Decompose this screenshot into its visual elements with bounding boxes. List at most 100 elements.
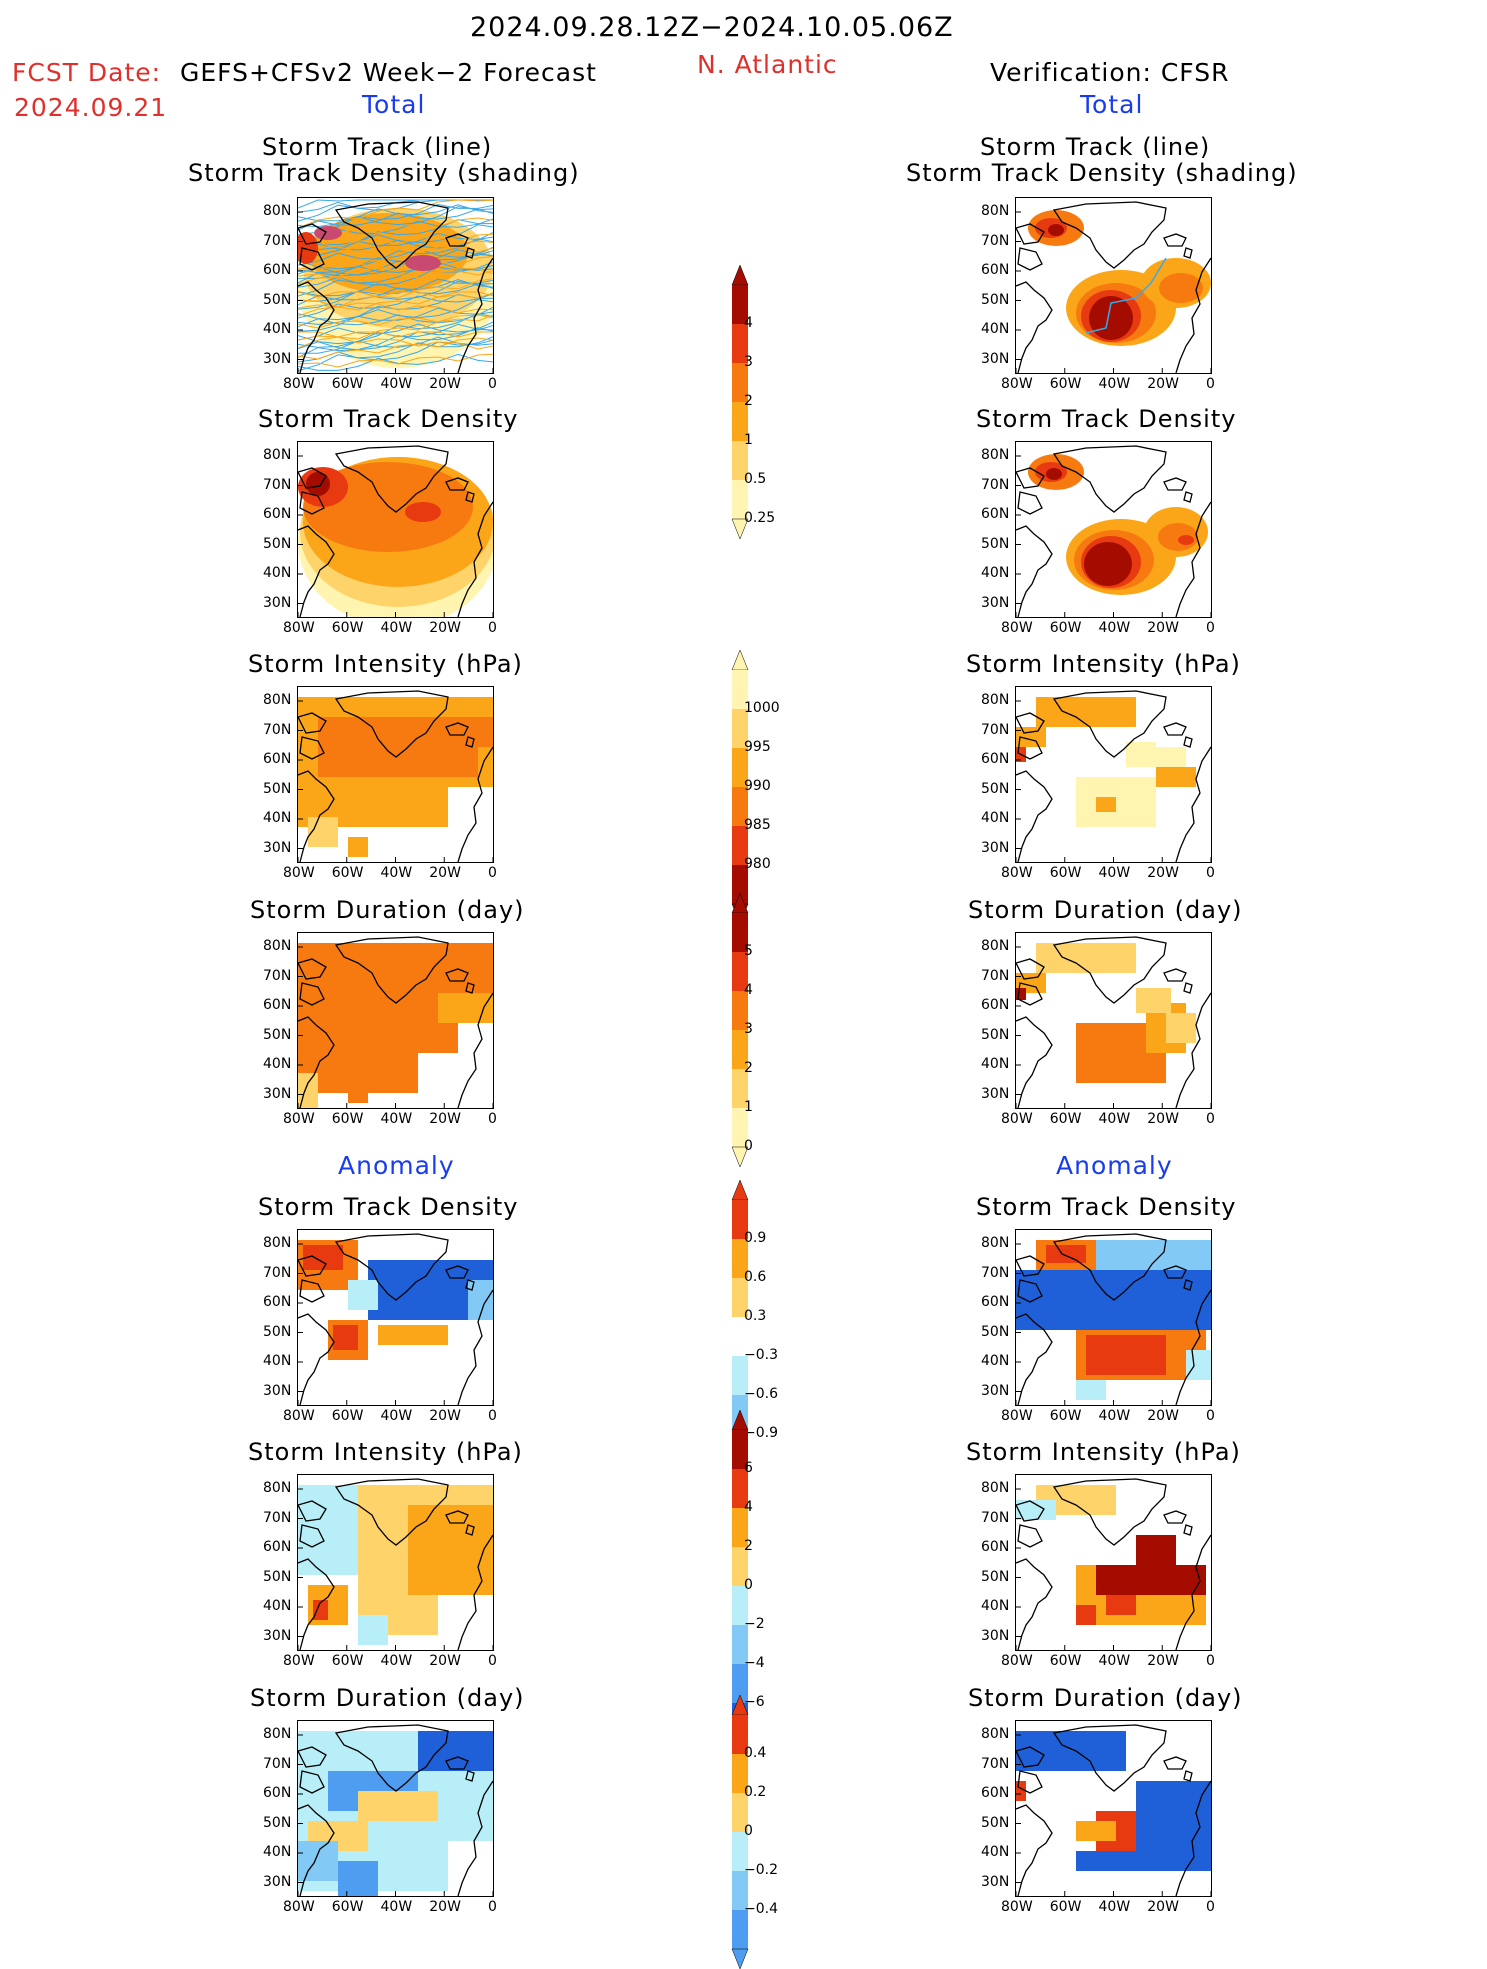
lat-tick-label: 40N [981, 321, 1010, 337]
colorbar-intensity_total [731, 650, 749, 924]
lon-tick-label: 80W [1001, 865, 1033, 881]
coastline [1016, 445, 1211, 617]
lat-tick-label: 40N [981, 565, 1010, 581]
lat-tick-label: 80N [263, 447, 292, 463]
lon-tick-label: 20W [429, 1408, 461, 1424]
colorbar-segment [732, 285, 748, 324]
map-canvas [298, 1233, 493, 1405]
colorbar-segment [732, 1030, 748, 1069]
lon-tick-label: 80W [1001, 376, 1033, 392]
lon-tick-label: 0 [1206, 1899, 1215, 1915]
colorbar-label: 0.5 [744, 471, 767, 487]
axis-ticks [298, 700, 493, 862]
lon-tick-label: 0 [488, 376, 497, 392]
colorbar-segment [732, 1625, 748, 1664]
map-canvas [298, 690, 493, 862]
colorbar-label: 0.2 [744, 1784, 767, 1800]
lon-tick-label: 80W [283, 1111, 315, 1127]
colorbar-arrow [731, 1695, 749, 1716]
colorbar-label: 4 [744, 1499, 753, 1515]
colorbar-label: 0 [744, 1823, 753, 1839]
shade-region [405, 502, 441, 522]
colorbar-label: 4 [744, 315, 753, 331]
colorbar-label: 6 [744, 1460, 753, 1476]
lon-tick-label: 60W [1049, 1653, 1082, 1669]
axis-ticks [298, 1488, 493, 1650]
lon-tick-label: 20W [1147, 865, 1179, 881]
map-canvas [1016, 690, 1211, 862]
lon-tick-label: 40W [1098, 865, 1131, 881]
lat-tick-label: 30N [981, 839, 1010, 856]
lon-tick-label: 0 [1206, 376, 1215, 392]
shade-region [1084, 542, 1132, 586]
lat-tick-label: 50N [263, 1568, 292, 1585]
colorbar-segment [732, 1200, 748, 1239]
lon-tick-label: 0 [1206, 1408, 1215, 1424]
shade-cell [298, 1485, 358, 1575]
coastline [1016, 1478, 1211, 1650]
lon-tick-label: 80W [283, 620, 315, 636]
lat-tick-label: 60N [263, 506, 292, 522]
shade-cell [1076, 1821, 1116, 1841]
lat-tick-label: 30N [263, 1085, 292, 1102]
colorbar-arrow [731, 518, 749, 539]
lat-tick-label: 70N [263, 232, 292, 249]
lat-tick-label: 70N [263, 476, 292, 493]
lon-tick-label: 40W [1098, 620, 1131, 636]
region-title: N. Atlantic [697, 50, 838, 79]
lat-tick-label: 30N [981, 350, 1010, 367]
colorbar-segment [732, 913, 748, 952]
shade-cell [1016, 988, 1026, 1000]
colorbar-label: −0.9 [744, 1425, 778, 1441]
lon-tick-label: 40W [380, 1899, 413, 1915]
map-canvas [1016, 445, 1211, 617]
colorbar-segment [732, 1469, 748, 1508]
lat-tick-label: 30N [263, 839, 292, 856]
lon-tick-label: 40W [380, 1111, 413, 1127]
colorbar-label: 0.6 [744, 1269, 767, 1285]
shade-cell [303, 1245, 343, 1270]
left-track-line-title: Storm Track (line) [262, 133, 493, 161]
axis-ticks [298, 211, 493, 373]
lat-tick-label: 70N [981, 1509, 1010, 1526]
colorbar-segment [732, 363, 748, 402]
lat-tick-label: 80N [981, 203, 1010, 219]
lat-tick-label: 50N [263, 780, 292, 797]
right-intensity-title: Storm Intensity (hPa) [966, 650, 1241, 678]
lon-tick-label: 0 [488, 1653, 497, 1669]
lat-tick-label: 50N [263, 535, 292, 552]
shade-cell [348, 837, 368, 857]
coastline [298, 1233, 493, 1405]
left-total-label: Total [362, 90, 426, 119]
shade-cell [1136, 1535, 1176, 1565]
axis-ticks [1016, 455, 1211, 617]
colorbar-segment [732, 1508, 748, 1547]
lon-tick-label: 60W [1049, 1899, 1082, 1915]
shade-cell [1076, 1851, 1156, 1871]
colorbar-duration_anom [731, 1695, 749, 1969]
colorbar-label: 0.25 [744, 510, 776, 526]
lat-tick-label: 40N [263, 565, 292, 581]
right-total-label: Total [1080, 90, 1144, 119]
colorbar-label: 1 [744, 432, 753, 448]
colorbar-arrow [731, 265, 749, 286]
colorbar-arrow [731, 650, 749, 671]
right-anom-density-title: Storm Track Density [976, 1193, 1237, 1221]
lon-tick-label: 0 [1206, 620, 1215, 636]
shade-cell [408, 1505, 493, 1595]
colorbar-label: 0.4 [744, 1745, 767, 1761]
lon-tick-label: 0 [488, 1408, 497, 1424]
shade-cell [1046, 1245, 1086, 1263]
coastline [1016, 201, 1211, 373]
right-map-panel-row1 [1015, 197, 1212, 374]
lon-tick-label: 20W [1147, 620, 1179, 636]
coastline [1016, 1724, 1211, 1896]
shade-cell [1016, 1781, 1026, 1801]
colorbar-label: 0 [744, 1577, 753, 1593]
left-map-panel-row5 [297, 1229, 494, 1406]
lat-tick-label: 70N [981, 1264, 1010, 1281]
colorbar-segment [732, 1430, 748, 1469]
shade-cell [313, 1600, 328, 1620]
lon-tick-label: 80W [1001, 620, 1033, 636]
fcst-date: 2024.09.21 [14, 93, 168, 122]
